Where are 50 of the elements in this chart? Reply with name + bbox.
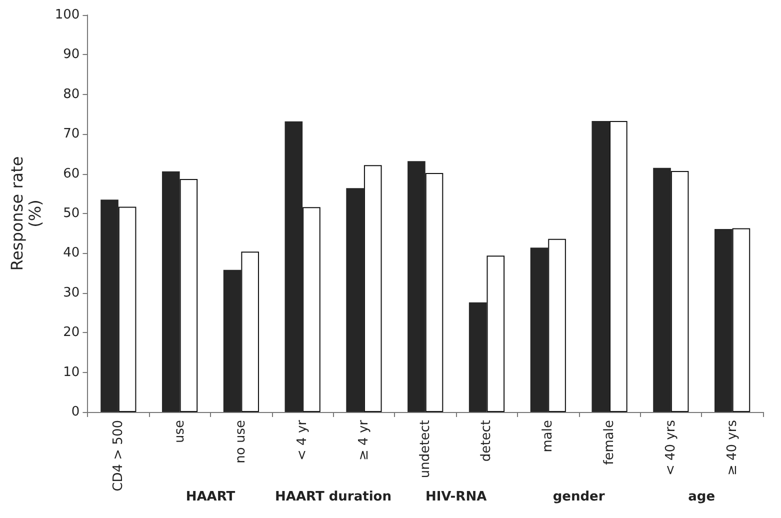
x-tick-label: < 4 yr: [295, 419, 310, 460]
bar: [670, 171, 689, 412]
text: gender: [552, 490, 606, 504]
bar: [592, 121, 610, 412]
bar: [530, 248, 548, 412]
y-tick-label: 0: [71, 404, 80, 420]
y-tick-label: 70: [63, 126, 80, 142]
y-tick-label: 40: [63, 246, 80, 261]
x-tick-label: use: [172, 420, 188, 444]
y-axis-title: Response rate (%): [8, 156, 44, 271]
bar: [162, 171, 180, 412]
y-tick-label: 80: [63, 86, 80, 102]
bar: [408, 161, 426, 412]
x-tick-label: < 40 yrs: [663, 420, 678, 476]
bar: [364, 165, 382, 412]
y-tick-label: 90: [63, 47, 80, 62]
bar: [100, 200, 118, 412]
bar: [180, 178, 198, 412]
x-tick-label: ≥ 4 yr: [356, 419, 372, 460]
y-tick-label: 10: [63, 364, 80, 380]
text: HAART: [186, 490, 236, 504]
bar: [118, 206, 136, 412]
text: age: [688, 490, 716, 504]
x-tick-label: no use: [234, 420, 249, 464]
bar: [486, 256, 505, 412]
bar: [610, 121, 628, 412]
y-tick-label: 20: [63, 325, 80, 340]
bar: [468, 302, 487, 412]
x-tick-label: male: [540, 420, 556, 452]
y-tick-label: 50: [63, 206, 80, 221]
bar: [223, 270, 242, 412]
bar: [241, 252, 259, 412]
bar: [732, 228, 750, 412]
y-tick-label: 60: [63, 166, 80, 182]
bar: [714, 228, 732, 412]
text: HIV-RNA: [425, 490, 487, 504]
bar: [425, 173, 444, 412]
text: HAART duration: [275, 490, 392, 504]
bar: [548, 238, 566, 412]
x-tick-label: CD4 > 500: [110, 420, 126, 492]
bar: [346, 188, 364, 412]
x-tick-label: ≥ 40 yrs: [724, 420, 740, 476]
x-tick-label: undetect: [418, 420, 433, 478]
bar: [284, 121, 303, 412]
x-tick-label: detect: [479, 420, 494, 462]
y-tick-label: 30: [63, 285, 80, 300]
bar: [653, 168, 671, 412]
x-tick-label: female: [602, 420, 618, 465]
bar: [302, 207, 320, 412]
y-tick-label: 100: [54, 8, 80, 22]
